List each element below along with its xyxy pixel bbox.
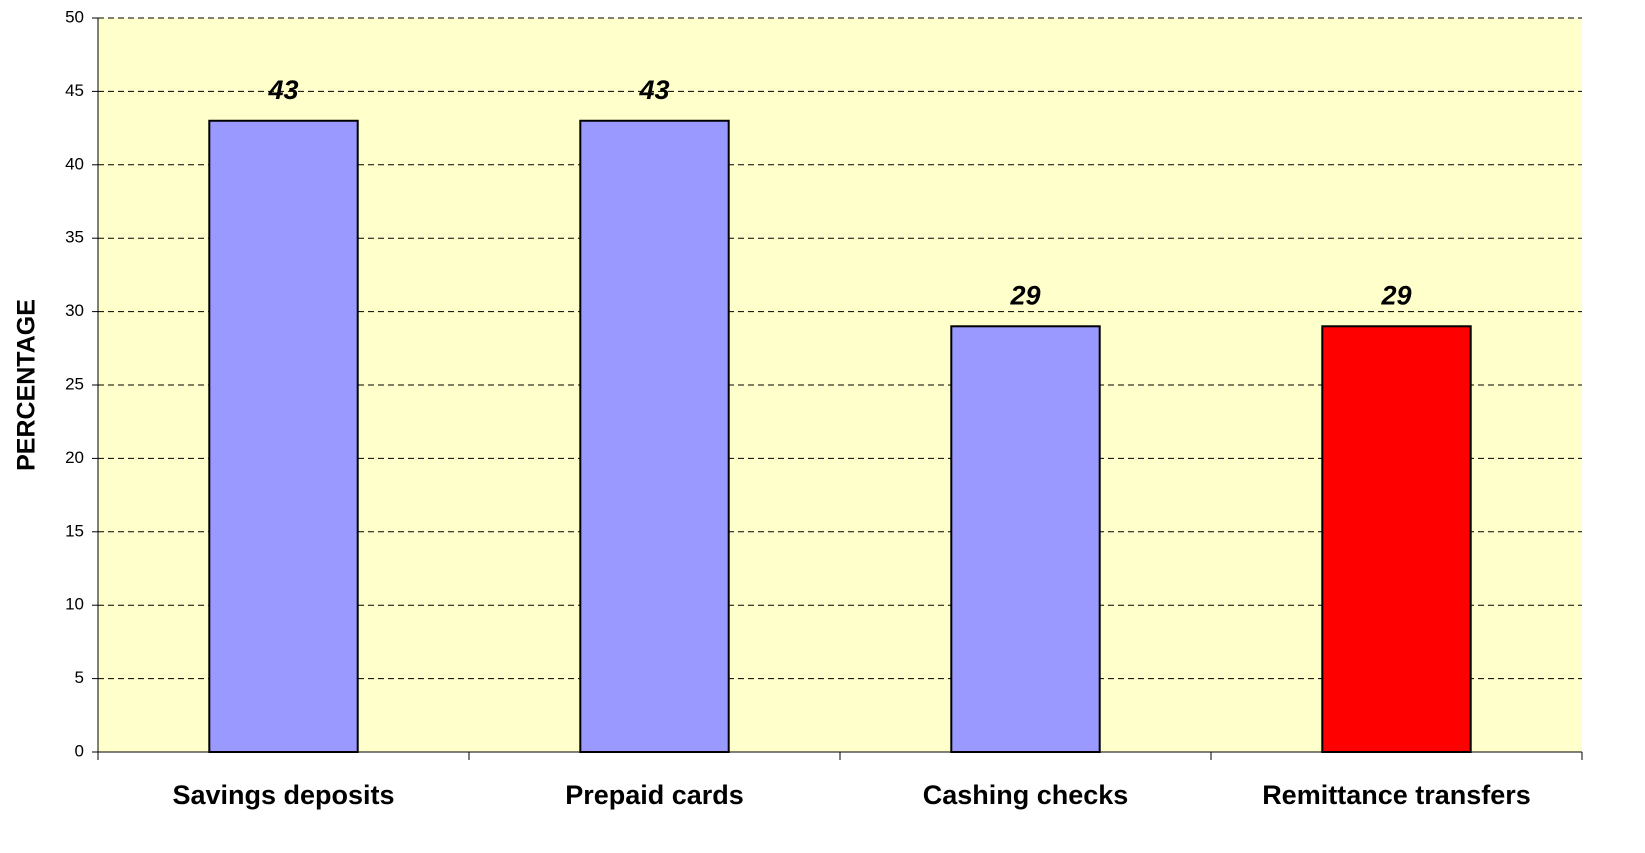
value-label: 29	[1380, 280, 1411, 310]
bar	[579, 119, 730, 753]
x-tick-label: Prepaid cards	[565, 780, 744, 810]
y-tick-label: 10	[65, 595, 84, 614]
bar	[1321, 325, 1472, 753]
y-tick-label: 5	[75, 668, 84, 687]
value-label: 43	[267, 75, 298, 105]
y-tick-label: 40	[65, 154, 84, 173]
x-tick-label: Savings deposits	[172, 780, 394, 810]
y-tick-label: 20	[65, 448, 84, 467]
y-tick-label: 30	[65, 301, 84, 320]
y-axis-label: PERCENTAGE	[13, 299, 41, 471]
y-tick-label: 35	[65, 228, 84, 247]
y-tick-label: 15	[65, 521, 84, 540]
y-tick-label: 45	[65, 81, 84, 100]
y-tick-label: 25	[65, 374, 84, 393]
value-label: 29	[1009, 280, 1040, 310]
bar	[950, 325, 1101, 753]
y-tick-label: 50	[65, 7, 84, 26]
y-tick-label: 0	[75, 741, 84, 760]
x-tick-label: Cashing checks	[923, 780, 1129, 810]
x-tick-label: Remittance transfers	[1262, 780, 1531, 810]
bar	[208, 119, 359, 753]
value-label: 43	[638, 75, 669, 105]
